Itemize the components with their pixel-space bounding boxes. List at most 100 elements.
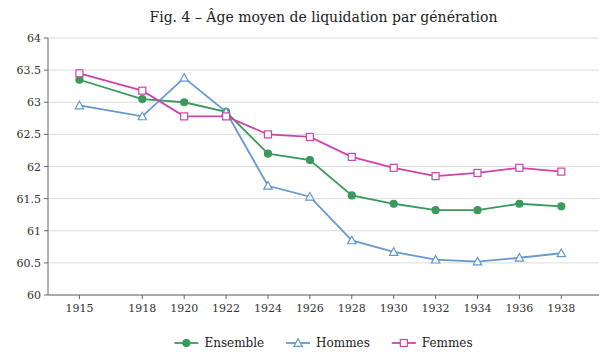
point [181,113,188,120]
x-tick-label: 1938 [547,302,575,315]
y-tick-label: 60 [27,289,41,302]
grid-line [48,230,599,231]
point [348,192,355,199]
point [515,254,523,262]
point [306,192,314,200]
y-tick-label: 60.5 [17,257,42,270]
point [181,99,188,106]
x-tick-label: 1936 [505,302,533,315]
x-tick-label: 1926 [296,302,324,315]
series [76,76,565,213]
x-tick [226,295,227,299]
y-tick-label: 63.5 [17,64,42,77]
y-tick-label: 62.5 [17,128,42,141]
legend-label: Femmes [422,336,473,350]
point [432,173,439,180]
grid-line [48,102,599,103]
legend-marker [400,340,407,347]
y-tick [44,230,48,231]
x-tick-label: 1930 [380,302,408,315]
series [76,70,565,180]
point [264,150,271,157]
x-tick [393,295,394,299]
point [76,70,83,77]
x-tick [519,295,520,299]
x-tick-label: 1920 [170,302,198,315]
x-tick [79,295,80,299]
point [223,113,230,120]
point [431,255,439,263]
point [473,257,481,265]
plot-area [75,70,565,265]
y-tick-label: 63 [27,96,41,109]
point [264,182,272,190]
background [0,0,615,357]
x-tick [351,295,352,299]
title: Fig. 4 – Âge moyen de liquidation par gé… [149,8,497,25]
chart: Fig. 4 – Âge moyen de liquidation par gé… [0,0,615,357]
point [558,168,565,175]
y-tick [44,262,48,263]
y-tick [44,134,48,135]
point [348,236,356,244]
y-axis-line [48,38,49,295]
y-tick-label: 61 [27,225,41,238]
y-tick-label: 61.5 [17,193,42,206]
point [389,248,397,256]
legend: Ensemble Hommes Femmes [174,336,472,350]
x-tick [477,295,478,299]
y-tick-label: 62 [27,161,41,174]
legend-marker [183,340,190,347]
x-axis-line [48,295,599,296]
axes: 60 60.5 61 61.5 62 62.5 63 63.5 64 1915 1918 1920 19… [17,32,600,315]
point [390,200,397,207]
line [79,78,561,262]
point [390,164,397,171]
x-tick [435,295,436,299]
point [138,112,146,120]
point [139,96,146,103]
x-tick [309,295,310,299]
legend-label: Ensemble [204,336,264,350]
grid-line [48,134,599,135]
y-tick [44,102,48,103]
y-tick-label: 64 [27,32,41,45]
point [139,87,146,94]
y-tick [44,198,48,199]
grid-line [48,38,599,39]
grid-line [48,295,599,296]
legend-item: Femmes [392,336,473,350]
grid-line [48,198,599,199]
series [75,74,565,265]
y-tick [44,38,48,39]
x-tick-label: 1932 [422,302,450,315]
x-tick-label: 1928 [338,302,366,315]
point [306,157,313,164]
x-tick-label: 1915 [65,302,93,315]
x-tick [142,295,143,299]
x-tick-label: 1922 [212,302,240,315]
legend-label: Hommes [316,336,370,350]
x-tick-label: 1918 [128,302,156,315]
point [474,169,481,176]
x-tick [267,295,268,299]
point [264,131,271,138]
legend-marker [294,339,302,347]
y-tick [44,70,48,71]
legend-item: Ensemble [174,336,264,350]
legend-item: Hommes [286,336,370,350]
y-tick [44,166,48,167]
line [79,80,561,210]
line [79,73,561,176]
y-tick [44,295,48,296]
point [557,249,565,257]
x-tick-label: 1934 [463,302,491,315]
grid-line [48,262,599,263]
point [516,164,523,171]
point [516,200,523,207]
point [432,207,439,214]
point [75,101,83,109]
point [180,74,188,82]
x-tick [184,295,185,299]
point [558,203,565,210]
